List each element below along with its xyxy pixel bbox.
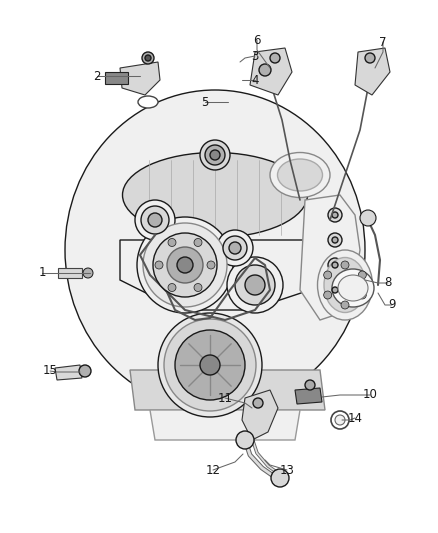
Circle shape	[328, 283, 342, 297]
Circle shape	[223, 236, 247, 260]
Circle shape	[229, 242, 241, 254]
Circle shape	[137, 217, 233, 313]
Circle shape	[332, 237, 338, 243]
Circle shape	[305, 380, 315, 390]
Polygon shape	[58, 268, 82, 278]
Ellipse shape	[270, 152, 330, 198]
Text: 7: 7	[379, 36, 387, 49]
Circle shape	[341, 301, 349, 309]
Polygon shape	[105, 72, 128, 84]
Circle shape	[328, 258, 342, 272]
Circle shape	[143, 223, 227, 307]
Circle shape	[153, 233, 217, 297]
Circle shape	[235, 265, 275, 305]
Circle shape	[135, 200, 175, 240]
Polygon shape	[250, 48, 292, 95]
Polygon shape	[355, 48, 390, 95]
Ellipse shape	[338, 275, 368, 301]
Polygon shape	[120, 240, 310, 310]
Circle shape	[167, 247, 203, 283]
Circle shape	[194, 284, 202, 292]
Circle shape	[83, 268, 93, 278]
Circle shape	[141, 206, 169, 234]
Text: 10: 10	[363, 389, 378, 401]
Circle shape	[332, 287, 338, 293]
Text: 12: 12	[205, 464, 220, 477]
Circle shape	[200, 355, 220, 375]
Polygon shape	[300, 195, 360, 320]
Circle shape	[332, 212, 338, 218]
Circle shape	[324, 291, 332, 299]
Circle shape	[175, 330, 245, 400]
Text: 4: 4	[251, 74, 259, 86]
Text: 5: 5	[201, 95, 208, 109]
Circle shape	[270, 53, 280, 63]
Circle shape	[358, 291, 366, 299]
Text: 6: 6	[253, 34, 261, 46]
Ellipse shape	[324, 257, 366, 312]
Circle shape	[168, 284, 176, 292]
Circle shape	[259, 64, 271, 76]
Circle shape	[245, 275, 265, 295]
Circle shape	[145, 55, 151, 61]
Circle shape	[164, 319, 256, 411]
Circle shape	[236, 431, 254, 449]
Text: 15: 15	[42, 365, 57, 377]
Circle shape	[205, 145, 225, 165]
Ellipse shape	[123, 152, 307, 238]
Circle shape	[194, 238, 202, 246]
Polygon shape	[242, 390, 278, 440]
Polygon shape	[120, 62, 160, 95]
Circle shape	[328, 233, 342, 247]
Circle shape	[217, 230, 253, 266]
Circle shape	[177, 257, 193, 273]
Text: 3: 3	[251, 50, 259, 62]
Text: 11: 11	[218, 392, 233, 405]
Text: 9: 9	[388, 298, 396, 311]
Circle shape	[207, 261, 215, 269]
Circle shape	[253, 398, 263, 408]
Text: 14: 14	[347, 411, 363, 424]
Circle shape	[227, 257, 283, 313]
Circle shape	[155, 261, 163, 269]
Text: 2: 2	[93, 69, 101, 83]
Polygon shape	[130, 370, 325, 410]
Circle shape	[324, 271, 332, 279]
Circle shape	[210, 150, 220, 160]
Polygon shape	[150, 410, 300, 440]
Circle shape	[365, 53, 375, 63]
Ellipse shape	[332, 269, 374, 307]
Ellipse shape	[318, 250, 372, 320]
Circle shape	[168, 238, 176, 246]
Ellipse shape	[278, 159, 322, 191]
Circle shape	[142, 52, 154, 64]
Ellipse shape	[138, 96, 158, 108]
Circle shape	[158, 313, 262, 417]
Circle shape	[200, 140, 230, 170]
Text: 13: 13	[279, 464, 294, 477]
Circle shape	[360, 210, 376, 226]
Circle shape	[341, 261, 349, 269]
Circle shape	[79, 365, 91, 377]
Circle shape	[335, 415, 345, 425]
Polygon shape	[55, 365, 82, 380]
Circle shape	[332, 262, 338, 268]
Circle shape	[148, 213, 162, 227]
Text: 1: 1	[38, 266, 46, 279]
Text: 8: 8	[384, 277, 392, 289]
Circle shape	[358, 271, 366, 279]
Circle shape	[271, 469, 289, 487]
Circle shape	[328, 208, 342, 222]
Polygon shape	[295, 388, 322, 404]
Circle shape	[331, 411, 349, 429]
Ellipse shape	[65, 90, 365, 410]
